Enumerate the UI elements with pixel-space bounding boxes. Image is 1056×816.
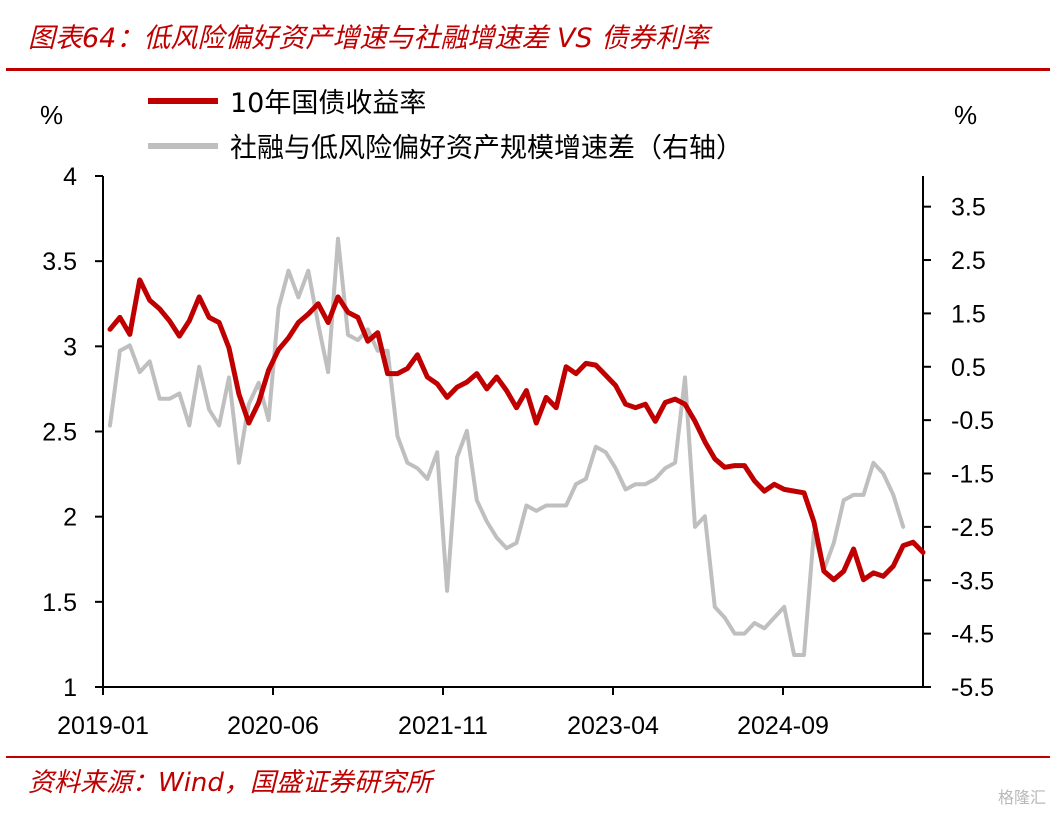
figure-title: 图表64：低风险偏好资产增速与社融增速差 VS 债券利率 <box>28 23 710 54</box>
source-rule <box>6 756 1050 758</box>
left-tick-label: 4 <box>63 163 77 191</box>
series-line-spread <box>108 236 906 657</box>
legend-label-spread: 社融与低风险偏好资产规模增速差（右轴） <box>230 133 743 164</box>
left-tick-label: 1 <box>63 674 77 702</box>
left-tick-label: 3 <box>63 333 77 361</box>
right-tick-label: 3.5 <box>951 194 986 222</box>
right-tick-label: 2.5 <box>951 247 986 275</box>
right-axis-unit-label: % <box>954 100 977 130</box>
right-tick-label: -4.5 <box>951 621 994 649</box>
right-tick-label: -2.5 <box>951 514 994 542</box>
x-tick-label: 2019-01 <box>57 712 149 740</box>
x-tick-label: 2020-06 <box>227 712 319 740</box>
right-tick-label: 1.5 <box>951 300 986 328</box>
series-lines-group <box>107 236 926 657</box>
series-line-bond-yield <box>107 277 926 583</box>
left-axis-unit-label: % <box>40 100 63 130</box>
right-tick-label: -3.5 <box>951 567 994 595</box>
right-tick-label: 0.5 <box>951 354 986 382</box>
left-tick-label: 2 <box>63 504 77 532</box>
left-tick-label: 2.5 <box>42 419 77 447</box>
x-tick-label: 2023-04 <box>567 712 659 740</box>
axes-group: 1 1.5 2 2.5 3 3.5 4 -5.5 -4.5 -3.5 -2.5 -1.5 -0.5 0.5… <box>42 163 994 740</box>
right-tick-label: -5.5 <box>951 674 994 702</box>
legend: 10年国债收益率 社融与低风险偏好资产规模增速差（右轴） <box>148 88 743 164</box>
legend-label-bond-yield: 10年国债收益率 <box>230 88 426 119</box>
x-tick-label: 2024-09 <box>737 712 829 740</box>
right-tick-label: -1.5 <box>951 461 994 489</box>
x-tick-label: 2021-11 <box>398 712 488 740</box>
left-tick-label: 3.5 <box>42 248 77 276</box>
source-note: 资料来源：Wind，国盛证券研究所 <box>28 768 432 798</box>
title-rule <box>6 68 1050 71</box>
left-tick-label: 1.5 <box>42 589 77 617</box>
watermark-logo: 格隆汇 <box>997 788 1046 807</box>
right-tick-label: -0.5 <box>951 407 994 435</box>
